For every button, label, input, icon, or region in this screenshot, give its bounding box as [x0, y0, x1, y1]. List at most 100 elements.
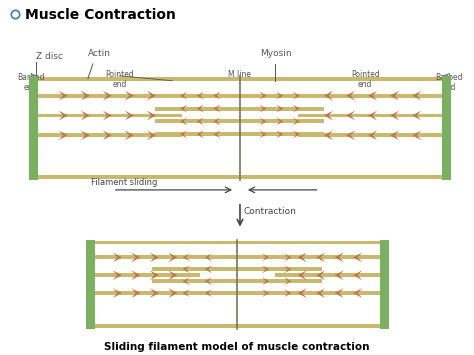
Text: Muscle Contraction: Muscle Contraction	[25, 8, 176, 22]
Bar	[86, 240, 95, 329]
Text: Filament sliding: Filament sliding	[91, 178, 157, 187]
Polygon shape	[335, 288, 344, 298]
Polygon shape	[168, 270, 177, 280]
Polygon shape	[298, 252, 307, 262]
Bar	[153, 279, 321, 283]
Polygon shape	[180, 105, 187, 113]
Bar	[442, 76, 451, 180]
Polygon shape	[59, 130, 68, 140]
Polygon shape	[103, 130, 112, 140]
Bar	[153, 291, 321, 295]
Polygon shape	[260, 105, 266, 113]
Polygon shape	[412, 110, 421, 120]
Polygon shape	[262, 265, 269, 273]
Polygon shape	[346, 110, 355, 120]
Text: Pointed
end: Pointed end	[351, 70, 380, 89]
Polygon shape	[368, 91, 377, 100]
Text: Barbed
end: Barbed end	[435, 73, 463, 92]
Polygon shape	[298, 288, 307, 298]
Bar	[275, 255, 380, 260]
Polygon shape	[147, 130, 156, 140]
Polygon shape	[131, 288, 140, 298]
Polygon shape	[390, 91, 399, 100]
Polygon shape	[125, 130, 134, 140]
Polygon shape	[353, 288, 362, 298]
Bar	[298, 94, 442, 98]
Polygon shape	[353, 270, 362, 280]
Bar	[37, 77, 442, 81]
Polygon shape	[150, 288, 159, 298]
Polygon shape	[298, 270, 307, 280]
Polygon shape	[113, 288, 122, 298]
Polygon shape	[125, 110, 134, 120]
Polygon shape	[262, 253, 269, 261]
Polygon shape	[262, 289, 269, 297]
Bar	[155, 94, 325, 98]
Bar	[29, 76, 37, 180]
Polygon shape	[180, 130, 187, 138]
Polygon shape	[113, 252, 122, 262]
Bar	[155, 120, 325, 124]
Text: Barbed
end: Barbed end	[18, 73, 45, 92]
Bar	[153, 267, 321, 271]
Polygon shape	[260, 118, 266, 125]
Polygon shape	[168, 288, 177, 298]
Polygon shape	[284, 265, 292, 273]
Polygon shape	[324, 110, 333, 120]
Polygon shape	[103, 110, 112, 120]
Polygon shape	[168, 252, 177, 262]
Polygon shape	[213, 130, 220, 138]
Bar	[155, 106, 325, 110]
Bar	[95, 291, 200, 295]
Text: Z disc: Z disc	[36, 52, 63, 61]
Bar	[95, 324, 380, 328]
Text: Contraction: Contraction	[244, 207, 297, 216]
Polygon shape	[197, 105, 204, 113]
Polygon shape	[390, 130, 399, 140]
Bar	[153, 255, 321, 260]
Bar	[37, 114, 182, 118]
Polygon shape	[324, 130, 333, 140]
Text: Pointed
end: Pointed end	[105, 70, 134, 89]
Polygon shape	[284, 253, 292, 261]
Bar	[95, 273, 200, 277]
Polygon shape	[368, 130, 377, 140]
Polygon shape	[81, 130, 90, 140]
Polygon shape	[131, 270, 140, 280]
Polygon shape	[180, 118, 187, 125]
Polygon shape	[213, 118, 220, 125]
Polygon shape	[197, 118, 204, 125]
Polygon shape	[81, 110, 90, 120]
Polygon shape	[213, 92, 220, 100]
Text: Actin: Actin	[88, 49, 111, 58]
Polygon shape	[260, 92, 266, 100]
Polygon shape	[293, 130, 300, 138]
Polygon shape	[182, 277, 190, 285]
Bar	[95, 255, 200, 260]
Polygon shape	[182, 289, 190, 297]
Polygon shape	[182, 265, 190, 273]
Polygon shape	[103, 91, 112, 100]
Polygon shape	[59, 91, 68, 100]
Polygon shape	[276, 105, 283, 113]
Text: Myosin: Myosin	[260, 49, 292, 58]
Polygon shape	[368, 110, 377, 120]
Polygon shape	[293, 118, 300, 125]
Polygon shape	[284, 289, 292, 297]
Bar	[37, 94, 182, 98]
Polygon shape	[412, 91, 421, 100]
Bar	[155, 132, 325, 136]
Text: Sliding filament model of muscle contraction: Sliding filament model of muscle contrac…	[104, 342, 370, 352]
Polygon shape	[150, 252, 159, 262]
Polygon shape	[324, 91, 333, 100]
Polygon shape	[182, 253, 190, 261]
Bar	[37, 175, 442, 179]
Polygon shape	[293, 92, 300, 100]
Polygon shape	[276, 92, 283, 100]
Polygon shape	[147, 91, 156, 100]
Polygon shape	[197, 92, 204, 100]
Polygon shape	[205, 277, 212, 285]
Polygon shape	[213, 105, 220, 113]
Polygon shape	[205, 289, 212, 297]
Polygon shape	[197, 130, 204, 138]
